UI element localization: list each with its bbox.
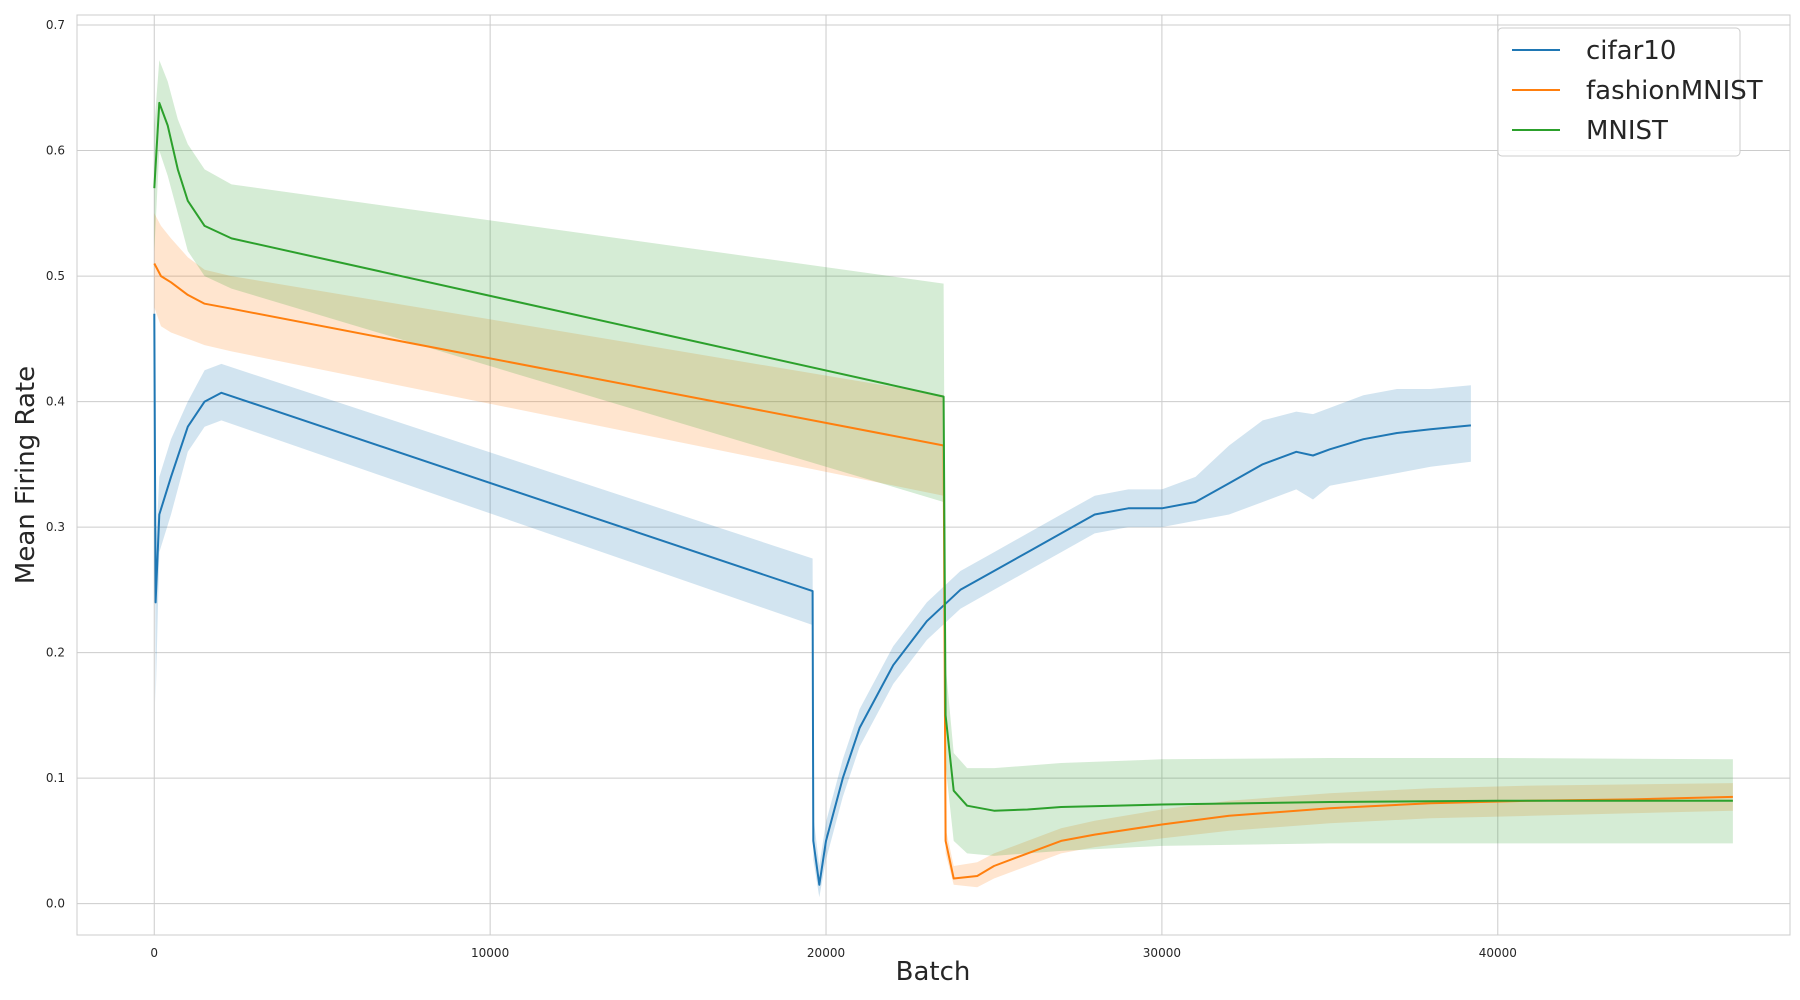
y-tick-label: 0.5 [46,269,65,283]
x-tick-label: 10000 [471,946,509,960]
y-tick-label: 0.3 [46,520,65,534]
MNIST-line [153,101,1733,812]
fashionMNIST-band [154,213,1733,888]
legend-label: fashionMNIST [1586,76,1763,106]
plot-area [76,14,1791,936]
y-tick-labels: 0.0 0.1 0.2 0.3 0.4 0.5 0.6 0.7 [46,18,65,911]
y-tick-label: 0.7 [46,18,65,32]
legend-label: cifar10 [1586,36,1676,66]
x-tick-label: 20000 [807,946,845,960]
grid-lines [77,15,1790,935]
y-tick-label: 0.2 [46,646,65,660]
y-tick-label: 0.6 [46,144,65,158]
y-tick-label: 0.1 [46,771,65,785]
x-tick-label: 40000 [1479,946,1517,960]
x-axis-title: Batch [896,957,971,987]
x-tick-labels: 0 10000 20000 30000 40000 [150,946,1516,960]
y-tick-label: 0.4 [46,395,65,409]
x-tick-label: 30000 [1143,946,1181,960]
fashionMNIST-line [153,263,1733,880]
legend: cifar10 fashionMNIST MNIST [1497,27,1763,157]
legend-label: MNIST [1586,116,1668,146]
y-tick-label: 0.0 [46,897,65,911]
x-tick-label: 0 [150,946,158,960]
y-axis-title: Mean Firing Rate [11,366,41,584]
legend-box [1497,27,1741,157]
series-lines [153,101,1733,886]
cifar10-line [153,313,1471,886]
